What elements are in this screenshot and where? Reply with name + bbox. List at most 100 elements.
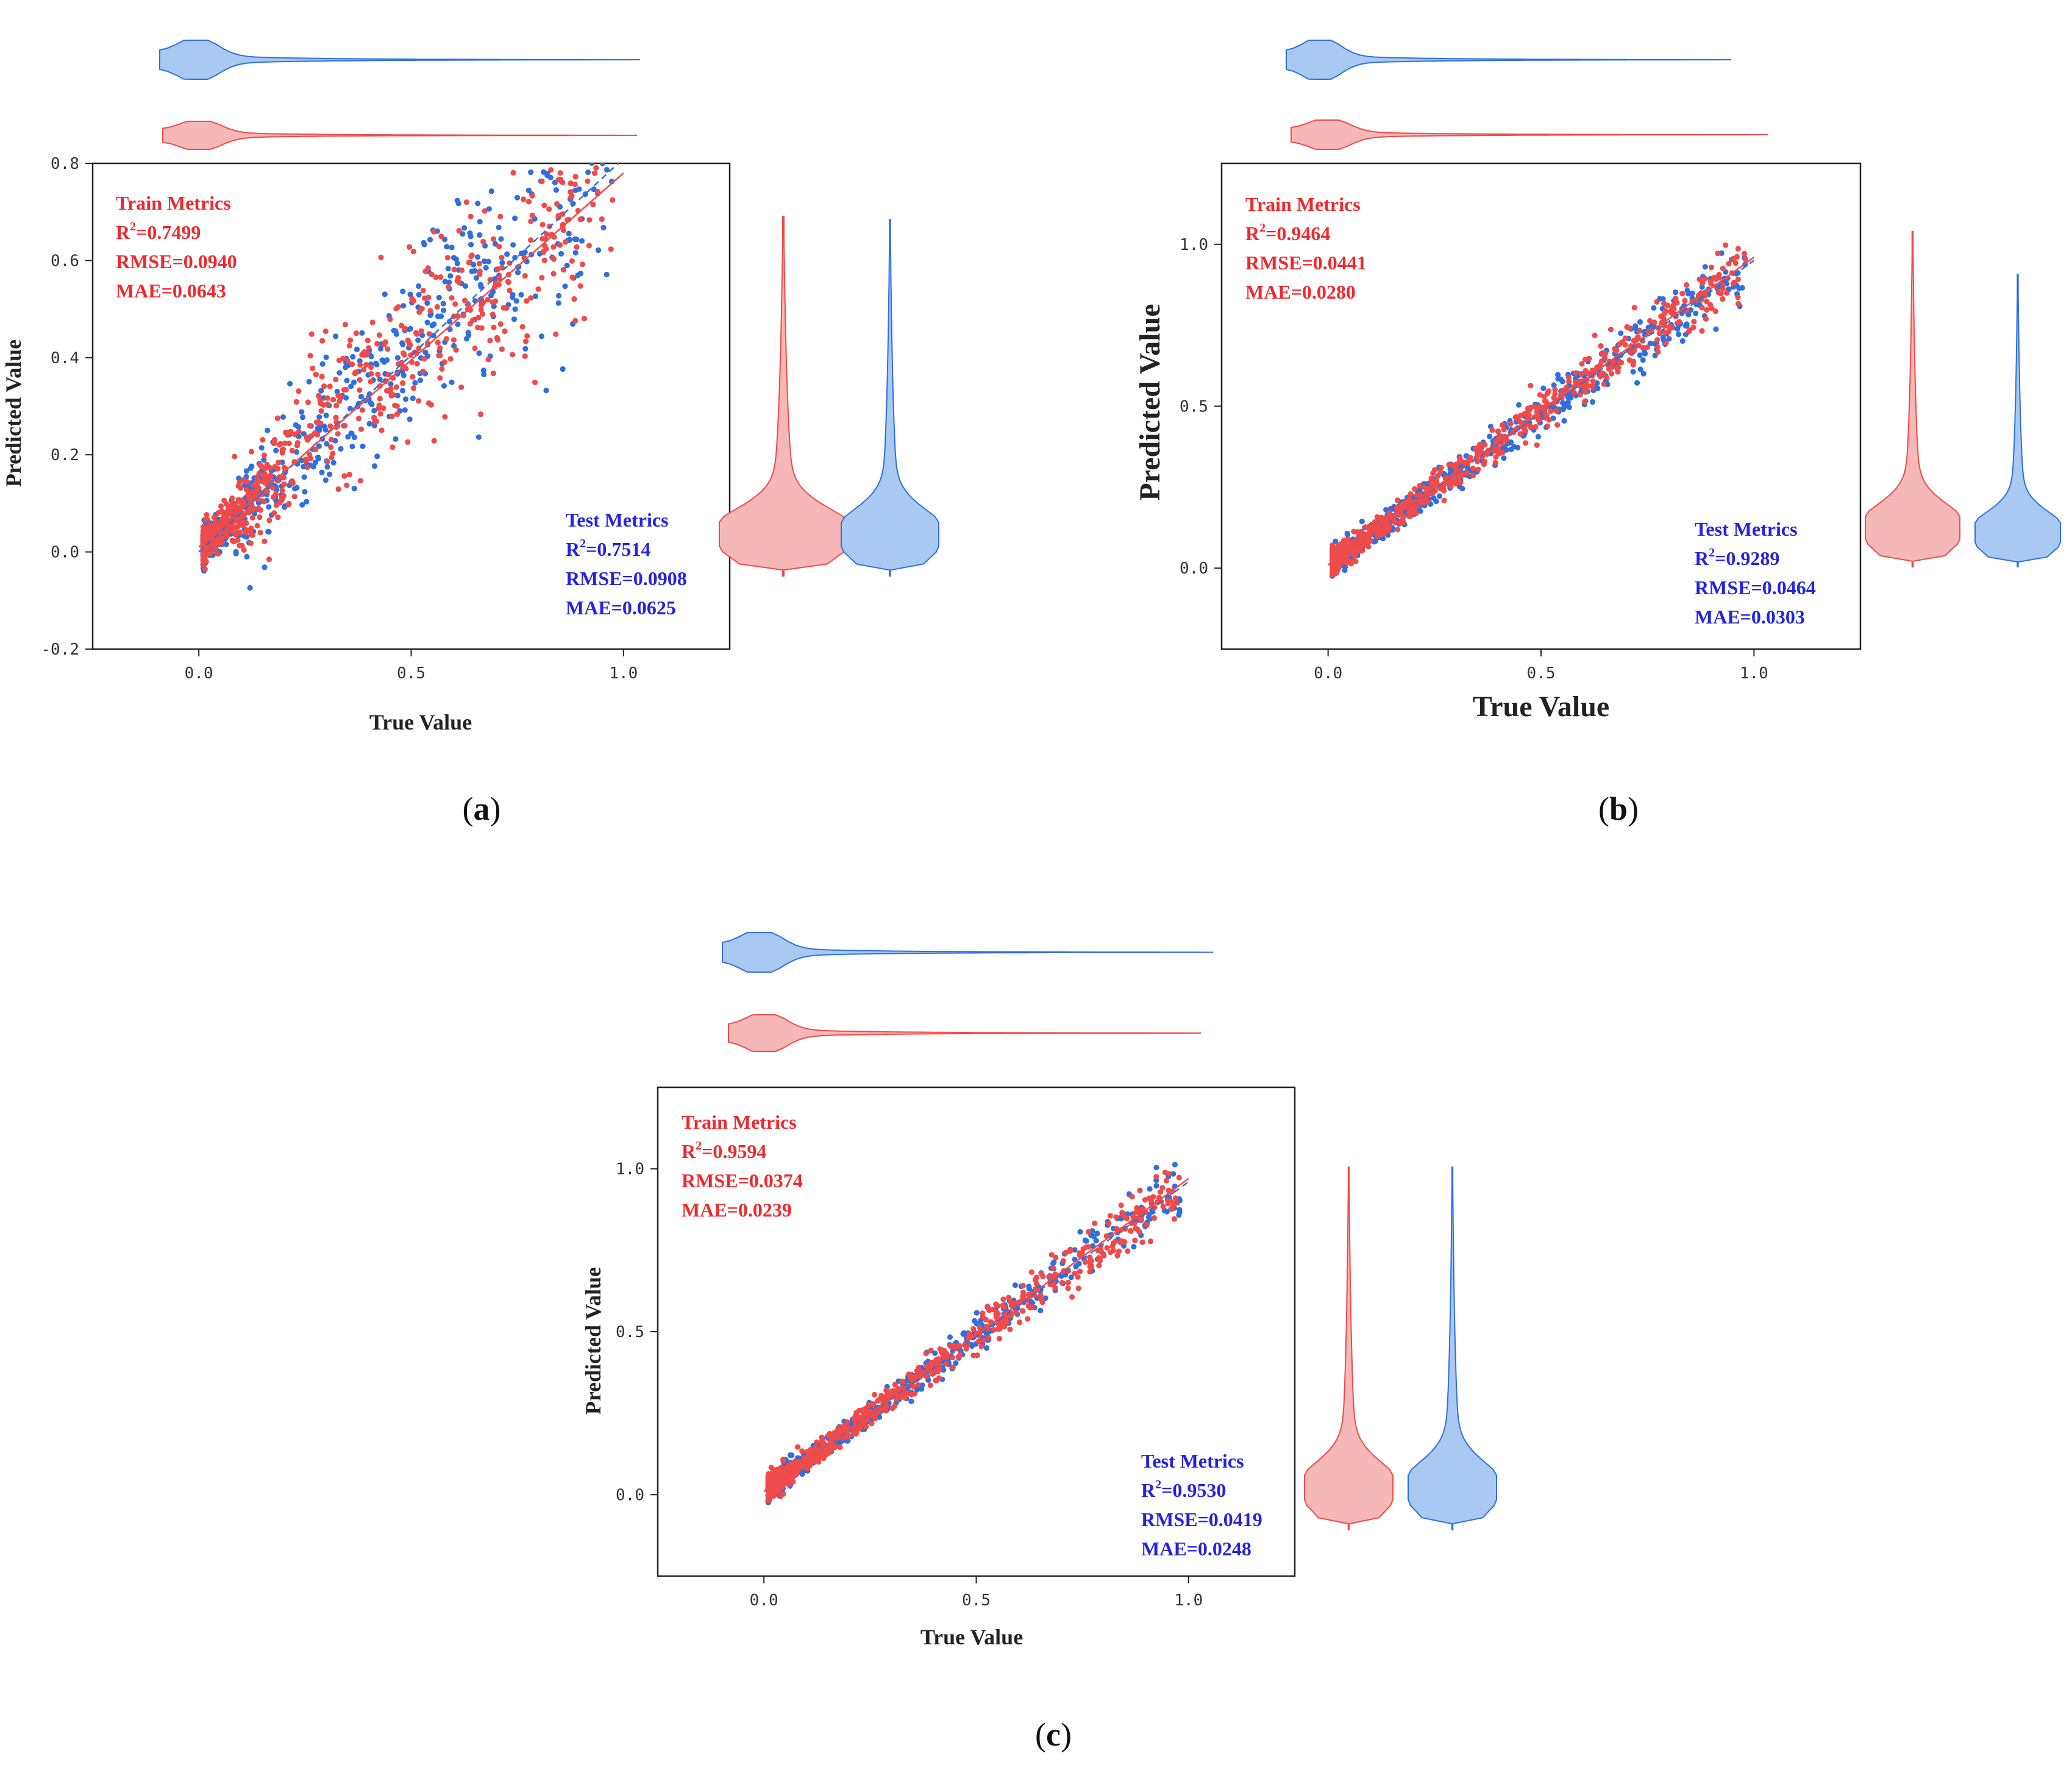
train-point [1684,282,1690,288]
test-point [588,68,593,73]
train-point [525,199,532,205]
train-point [831,1430,838,1436]
train-r2: R2=0.9464 [1245,221,1330,244]
train-point [582,125,588,130]
train-point [416,309,422,315]
train-point [201,551,207,557]
train-point [1658,319,1665,326]
train-point [532,379,538,386]
test-point [595,247,602,254]
train-point [281,481,287,488]
test-point [247,465,254,471]
train-point [207,522,213,528]
test-point [1436,493,1443,499]
train-point [327,423,333,429]
train-point [505,279,511,285]
train-point [820,1439,826,1445]
scatter-points [763,1162,1189,1505]
test-point [442,279,448,285]
train-point [1456,475,1462,481]
train-point [467,321,473,327]
train-point [553,115,558,121]
test-r2-sup: 2 [1155,1478,1161,1491]
train-point [468,213,474,219]
test-point [1689,290,1695,296]
train-point [1129,1193,1135,1199]
test-point [322,427,329,433]
test-point [1637,319,1643,325]
panel-label-close: ) [1628,790,1639,827]
test-point [316,443,322,449]
train-point [281,464,288,471]
train-point [1707,302,1714,308]
train-point [257,514,263,520]
train-point [394,403,401,409]
test-point [1535,433,1541,440]
train-point [1365,544,1372,550]
train-point [377,396,383,402]
train-point [1732,260,1739,266]
train-point [477,271,483,277]
test-point [580,143,586,149]
test-point [266,504,272,510]
test-point [1177,1209,1183,1215]
train-point [390,444,396,450]
test-point [455,321,461,327]
train-point [355,416,362,422]
test-point [558,250,564,257]
train-point [591,170,598,176]
train-point [437,352,443,358]
train-point [336,398,343,404]
train-point [313,372,319,378]
train-point [539,222,546,228]
train-point [1517,419,1523,425]
train-point [205,517,211,523]
train-point [996,1335,1002,1341]
train-point [840,1426,846,1432]
train-point [1077,1268,1083,1274]
train-point [1631,305,1637,311]
test-point [1072,1247,1078,1253]
train-point [1025,1303,1031,1309]
test-point [1684,322,1690,329]
test-point [462,283,469,289]
panel-a: 0.0 0.5 1.0 -0.2 0.0 0.2 0.4 0.6 0.8 True Value Pr… [1,40,939,827]
test-point [371,463,378,469]
train-point [414,361,420,367]
test-point [555,137,560,142]
train-point [494,266,501,272]
y-tick-label: 0.5 [1180,398,1208,416]
train-point [837,1444,843,1451]
train-point [475,314,482,321]
train-point [1001,1304,1007,1310]
x-tick-label: 1.0 [1740,664,1768,683]
train-point [255,497,262,503]
train-point [555,177,562,183]
train-point [1708,281,1714,287]
test-point [498,236,504,242]
test-point [1012,1282,1018,1288]
test-point [1713,326,1719,332]
train-r2-prefix: R [116,221,130,243]
test-point [447,319,453,325]
train-point [1464,470,1470,476]
train-point [569,274,575,280]
train-point [1687,327,1693,333]
train-point [258,463,265,469]
train-point [271,510,277,516]
train-point [550,271,557,277]
train-point [330,397,336,403]
test-point [488,293,494,299]
train-point [914,1368,920,1374]
train-point [335,431,341,437]
train-point [237,517,243,524]
test-point [1153,1183,1159,1189]
train-point [502,328,508,335]
train-point [572,181,578,188]
scatter-points [1327,242,1755,579]
test-point [343,364,349,371]
train-point [1153,1174,1159,1180]
train-point [249,506,255,513]
train-metrics-title: Train Metrics [682,1111,797,1133]
test-point [1618,330,1624,336]
